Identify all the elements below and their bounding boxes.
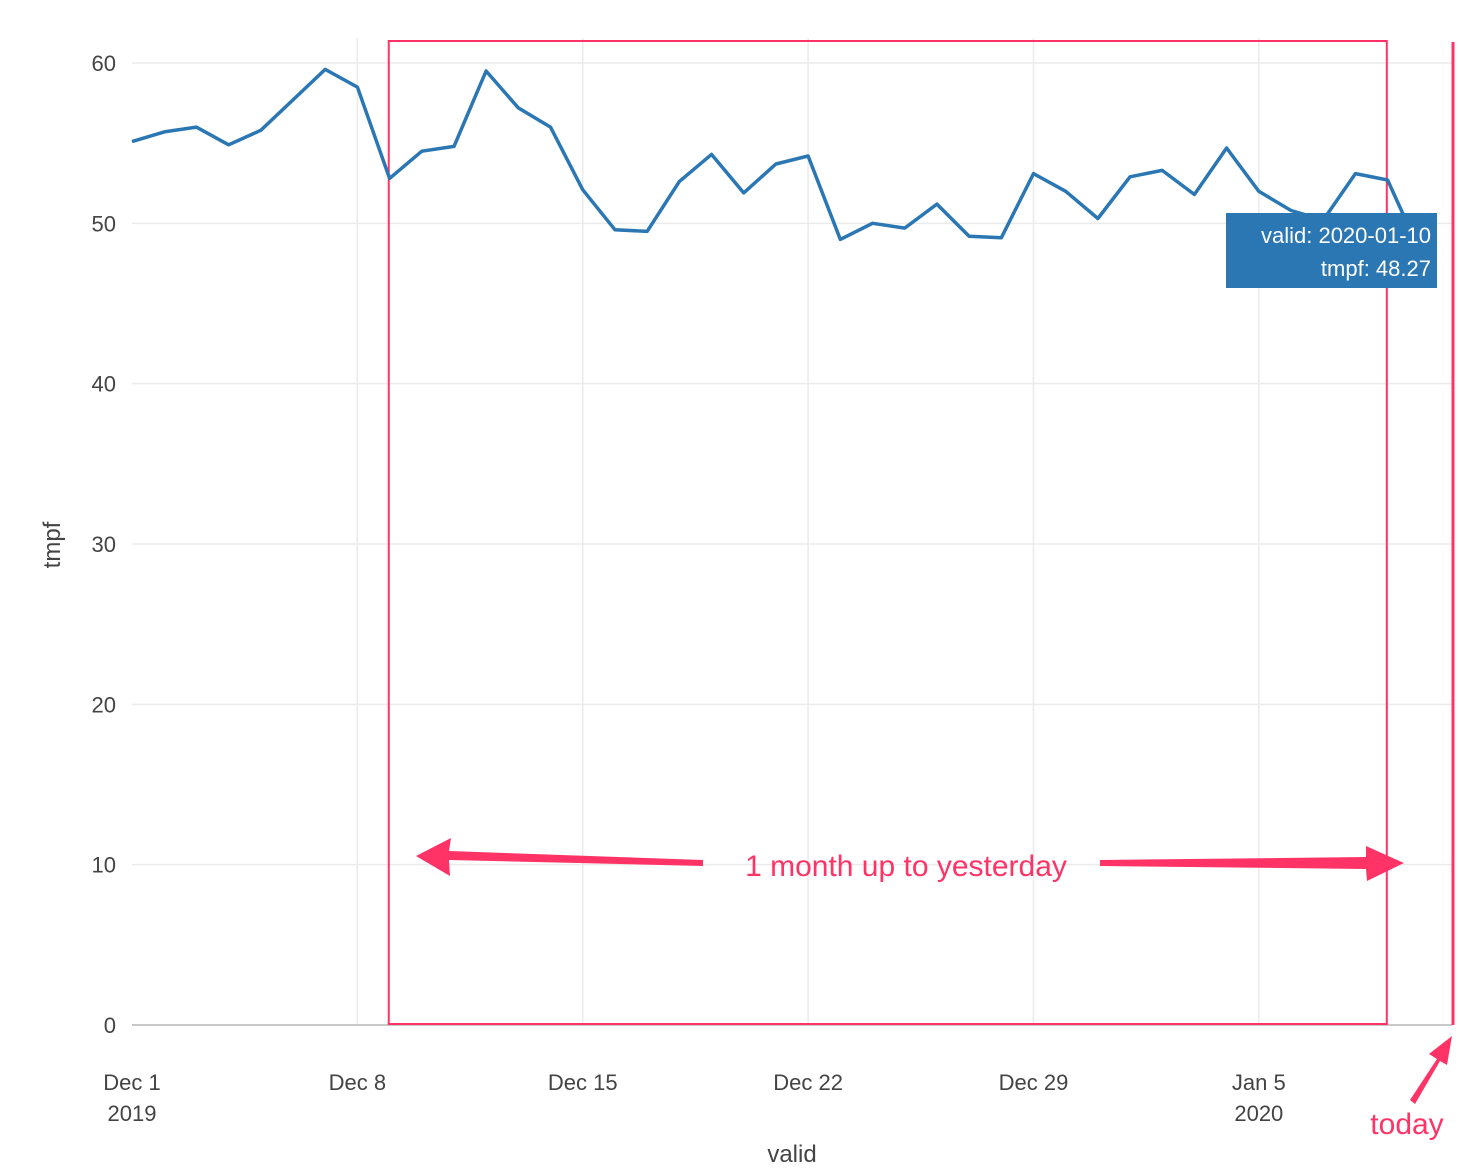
x-axis-title: valid [767,1141,816,1168]
hover-tooltip: valid: 2020-01-10 tmpf: 48.27 [1226,213,1437,288]
range-annotation-label: 1 month up to yesterday [745,850,1067,883]
x-tick-label: Dec 22 [773,1070,843,1095]
x-tick-year-label: 2020 [1234,1101,1283,1126]
range-left-arrow [416,838,703,876]
tooltip-line-valid: valid: 2020-01-10 [1261,223,1431,248]
tooltip-line-tmpf: tmpf: 48.27 [1321,256,1431,281]
y-tick-label: 60 [92,51,116,76]
y-tick-label: 30 [92,532,116,557]
y-tick-label: 20 [92,692,116,717]
y-tick-label: 50 [92,211,116,236]
tooltip-pointer [1403,239,1420,264]
x-tick-label: Dec 29 [999,1070,1069,1095]
y-tick-label: 10 [92,853,116,878]
axes: 0 10 20 30 40 50 60 Dec 1 2019 Dec 8 Dec 15 Dec 22 D… [92,51,1452,1126]
x-tick-label: Jan 5 [1232,1070,1286,1095]
x-tick-label: Dec 8 [329,1070,386,1095]
today-arrow [1410,1036,1452,1104]
y-tick-label: 0 [104,1013,116,1038]
x-tick-label: Dec 15 [548,1070,618,1095]
range-highlight-box [387,40,1388,1025]
series-group [131,67,1422,252]
x-tick-label: Dec 1 [103,1070,160,1095]
today-annotation-label: today [1370,1108,1443,1141]
grid-lines [132,38,1452,1025]
annotations: 1 month up to yesterday today [387,40,1455,1141]
x-tick-year-label: 2019 [108,1101,157,1126]
range-right-arrow [1100,846,1404,881]
y-axis-title: tmpf [39,521,66,568]
tooltip-box [1226,213,1437,288]
tmpf-series-line [131,67,1422,252]
y-tick-label: 40 [92,372,116,397]
